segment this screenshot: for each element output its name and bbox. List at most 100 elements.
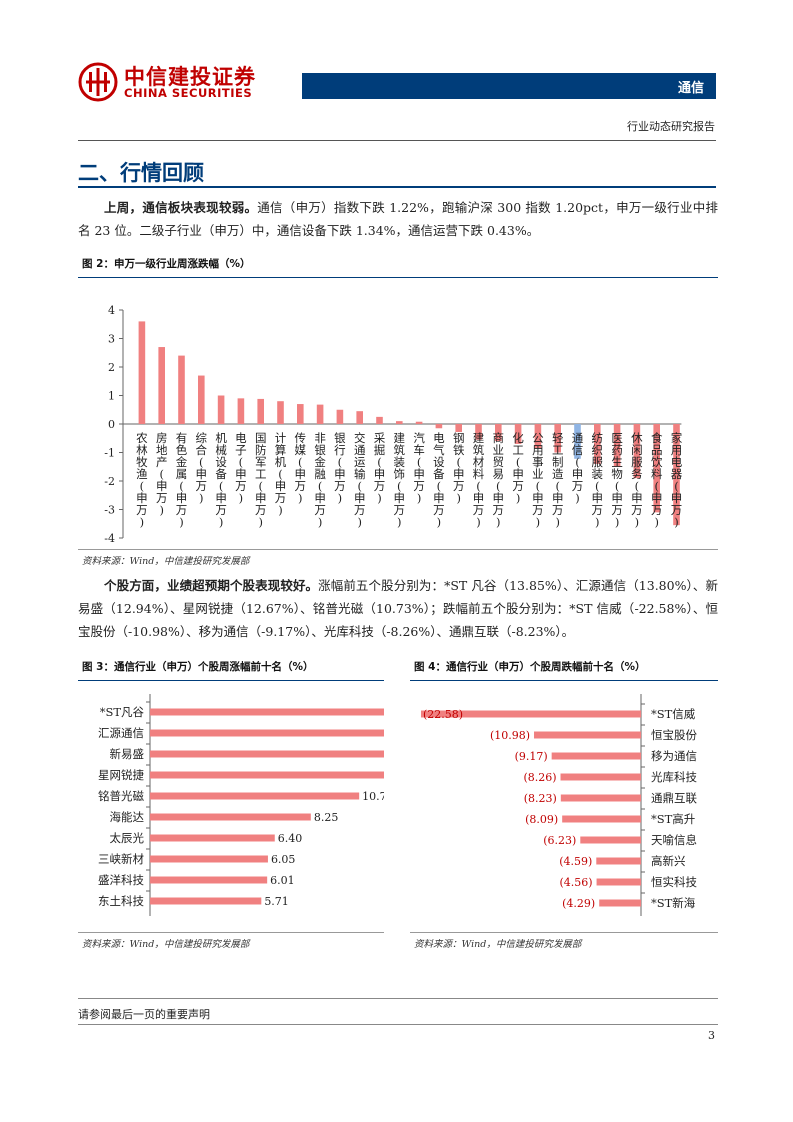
industry-label: 农林牧渔(申万) — [136, 431, 148, 529]
stock-name-label: *ST凡谷 — [100, 705, 145, 719]
industry-bar — [356, 411, 363, 424]
loss-bar — [421, 710, 641, 718]
header-divider — [78, 140, 716, 141]
industry-label: 医药生物(申万) — [611, 431, 623, 529]
industry-bar — [613, 424, 621, 467]
logo-english-name: CHINA SECURITIES — [124, 86, 253, 100]
disclaimer-note: 请参阅最后一页的重要声明 — [78, 1008, 210, 1021]
industry-bar — [297, 404, 304, 424]
industry-bar — [594, 424, 601, 464]
figure-4-bottom-rule — [410, 932, 718, 933]
industry-label: 建筑装饰(申万) — [394, 431, 406, 529]
figure-2-source: 资料来源：Wind，中信建投研究发展部 — [82, 556, 250, 567]
industry-bar — [257, 398, 264, 424]
stock-name-label: 东土科技 — [98, 894, 144, 908]
stock-name-label: 光库科技 — [651, 770, 697, 784]
industry-label: 电子(申万) — [235, 431, 247, 505]
paragraph-body: 通信（申万）指数下跌 1.22%，跑输沪深 300 指数 1.20pct，申万一… — [78, 200, 718, 238]
loss-value-label: (6.23) — [543, 834, 576, 847]
industry-bar — [336, 409, 344, 424]
loss-value-label: (4.56) — [559, 876, 592, 889]
industry-label: 商业贸易(申万) — [493, 431, 505, 529]
industry-bar — [158, 347, 165, 424]
stock-name-label: *ST信威 — [651, 707, 696, 721]
footer-divider-bottom — [78, 1024, 718, 1025]
gain-bar — [150, 897, 262, 905]
gain-bar — [150, 708, 384, 716]
stock-name-label: 新易盛 — [110, 747, 145, 761]
industry-bar — [277, 401, 284, 424]
loss-bar — [596, 857, 641, 865]
loss-value-label: (4.29) — [562, 897, 595, 910]
industry-label: 休闲服务(申万) — [631, 431, 643, 529]
industry-label: 纺织服装(申万) — [592, 431, 604, 529]
gain-bar — [150, 834, 275, 842]
y-tick-label: -1 — [104, 447, 115, 460]
loss-value-label: (8.09) — [525, 813, 558, 826]
gain-value-label: 6.05 — [271, 853, 296, 866]
industry-bar — [178, 355, 185, 424]
industry-label: 汽车(申万) — [413, 431, 425, 505]
gain-bar — [150, 750, 384, 758]
stock-name-label: 星网锐捷 — [98, 768, 144, 782]
stock-name-label: 恒实科技 — [651, 875, 697, 889]
stock-name-label: 海能达 — [110, 810, 145, 824]
industry-label: 机械设备(申万) — [215, 431, 227, 529]
industry-bar — [217, 395, 225, 424]
y-tick-label: 2 — [108, 361, 115, 374]
figure-2-top-rule — [78, 277, 718, 278]
gain-bar — [150, 813, 311, 821]
loss-value-label: (10.98) — [490, 729, 530, 742]
sector-label: 通信 — [677, 81, 704, 96]
y-tick-label: 4 — [108, 304, 115, 317]
y-tick-label: -3 — [104, 504, 115, 517]
figure-3-bottom-rule — [78, 932, 384, 933]
industry-label: 轻工制造(申万) — [552, 431, 564, 529]
sector-banner: 通信 — [302, 73, 716, 99]
stock-name-label: 移为通信 — [651, 749, 697, 763]
industry-bar — [514, 424, 522, 444]
gain-bar — [150, 729, 384, 737]
industry-bar — [475, 424, 482, 440]
paragraph-stock-review: 个股方面，业绩超预期个股表现较好。涨幅前五个股分别为：*ST 凡谷（13.85%… — [78, 574, 718, 643]
figure-3-title: 图 3：通信行业（申万）个股周涨幅前十名（%） — [82, 661, 314, 673]
top-gainers-chart: *ST凡谷13.85汇源通信13.80新易盛12.94星网锐捷12.67铭普光磁… — [98, 694, 384, 916]
industry-label: 交通运输(申万) — [354, 431, 366, 529]
gain-value-label: 8.25 — [314, 811, 339, 824]
stock-name-label: 铭普光磁 — [98, 789, 144, 803]
industry-label: 计算机(申万) — [275, 431, 287, 517]
figure-4-title: 图 4：通信行业（申万）个股周跌幅前十名（%） — [414, 661, 646, 673]
industry-bar — [376, 416, 383, 424]
gain-value-label: 5.71 — [264, 895, 289, 908]
industry-label: 通信(申万) — [572, 431, 584, 505]
gain-bar — [150, 792, 360, 800]
loss-value-label: (8.26) — [523, 771, 556, 784]
industry-label: 国防军工(申万) — [255, 431, 267, 529]
y-tick-label: -4 — [104, 532, 115, 545]
stock-name-label: 高新兴 — [651, 854, 686, 868]
section-divider — [78, 186, 716, 188]
figure-3-top-rule — [78, 680, 384, 681]
report-type: 行业动态研究报告 — [627, 120, 715, 133]
industry-bar — [138, 321, 146, 424]
figure-4-top-rule — [410, 680, 718, 681]
industry-bar — [415, 421, 423, 424]
loss-bar — [551, 752, 641, 760]
stock-name-label: 三峡新材 — [98, 852, 144, 866]
industry-label: 有色金属(申万) — [176, 431, 188, 529]
industry-label: 食品饮料(申万) — [651, 431, 663, 529]
industry-label: 建筑材料(申万) — [473, 431, 485, 529]
stock-name-label: *ST新海 — [651, 896, 696, 910]
loss-bar — [596, 878, 641, 886]
figure-2-bottom-rule — [78, 549, 718, 550]
y-tick-label: 0 — [108, 418, 115, 431]
industry-label: 家用电器(申万) — [671, 431, 683, 529]
industry-weekly-change-chart: 4 3 2 1 0 -1 -2 -3 -4 农林牧渔(申万) 房地产(申万) 有色金属(申万) 综合(申… — [104, 304, 683, 545]
gain-value-label: 6.01 — [270, 874, 295, 887]
top-losers-chart: *ST信威 (22.58) 恒宝股份 (10.98) 移为通信 (9.17) 光库科技 (8.… — [421, 694, 697, 916]
stock-name-label: 汇源通信 — [98, 726, 144, 740]
gain-bar — [150, 876, 268, 884]
industry-label: 房地产(申万) — [156, 431, 168, 517]
industry-bar — [653, 424, 660, 513]
industry-bar — [237, 398, 245, 424]
